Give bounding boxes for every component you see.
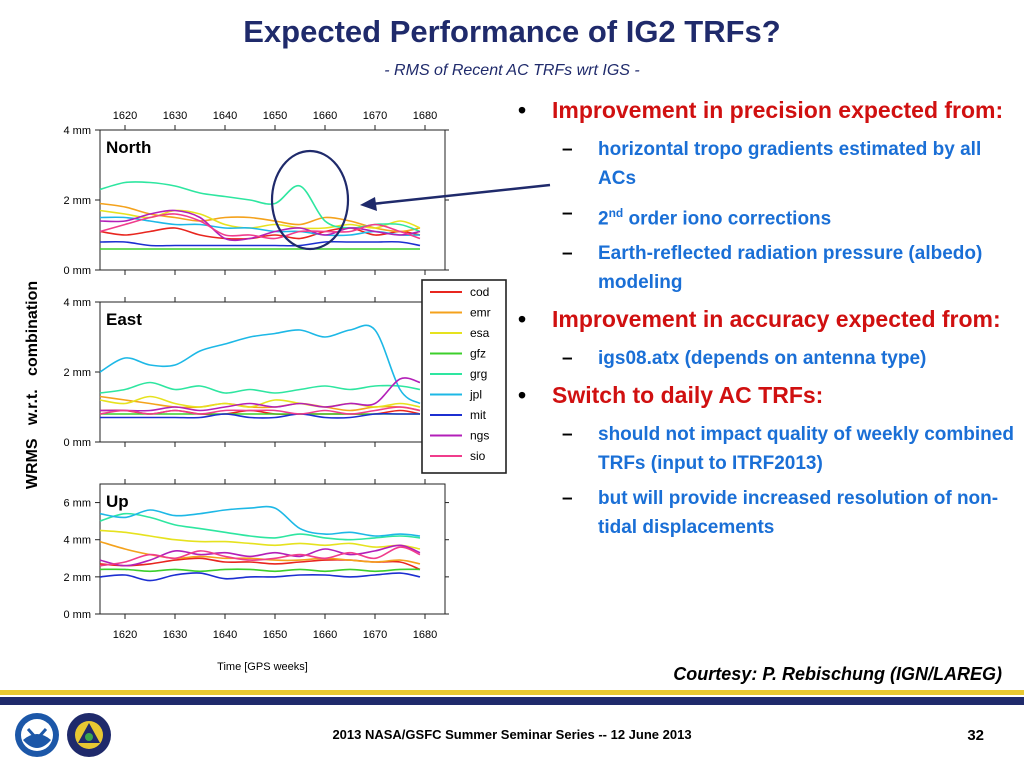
sub-bullet-item: but will provide increased resolution of…	[516, 484, 1016, 542]
panel-label-up: Up	[106, 492, 129, 511]
footer-rule-navy	[0, 697, 1024, 705]
x-tick-label: 1670	[363, 629, 387, 641]
plot-frame-up	[99, 483, 446, 615]
legend-label-sio: sio	[470, 449, 486, 463]
bullet-item: Switch to daily AC TRFs:	[516, 379, 1016, 412]
panel-label-east: East	[106, 310, 142, 329]
bullet-list: Improvement in precision expected from: h…	[516, 94, 1016, 548]
courtesy-note: Courtesy: P. Rebischung (IGN/LAREG)	[673, 664, 1002, 684]
series-line-north-mit	[99, 240, 421, 247]
bullet-text: should not impact quality of weekly comb…	[598, 424, 1014, 475]
y-tick-label: 6 mm	[64, 498, 92, 510]
x-tick-label: 1680	[413, 629, 437, 641]
highlight-ellipse	[270, 149, 350, 251]
series-line-up-ngs	[99, 544, 421, 567]
x-tick-label-top: 1680	[413, 110, 437, 122]
bullet-prefix: 2	[598, 208, 609, 230]
legend-label-gfz: gfz	[470, 347, 486, 361]
bullet-item: Improvement in accuracy expected from:	[516, 303, 1016, 336]
x-tick-label-top: 1630	[163, 110, 187, 122]
bullet-text: horizontal tropo gradients estimated by …	[598, 139, 982, 189]
series-line-up-mit	[99, 572, 421, 582]
footer-rule-gold	[0, 690, 1024, 695]
x-tick-label-top: 1670	[363, 110, 387, 122]
y-tick-label: 4 mm	[64, 297, 92, 309]
series-line-east-grg	[99, 381, 421, 394]
legend-label-cod: cod	[470, 285, 489, 299]
slide-title: Expected Performance of IG2 TRFs?	[243, 14, 781, 49]
noaa-logo-icon	[15, 713, 59, 757]
sub-bullet-item: 2nd order iono corrections	[516, 199, 1016, 233]
panel-label-north: North	[106, 138, 151, 157]
plot-frame-east	[99, 301, 446, 443]
x-tick-label-top: 1640	[213, 110, 237, 122]
x-tick-label: 1640	[213, 629, 237, 641]
legend-label-grg: grg	[470, 367, 487, 381]
x-tick-label-top: 1660	[313, 110, 337, 122]
y-tick-label: 0 mm	[64, 265, 92, 277]
series-line-north-sio	[99, 213, 421, 240]
y-tick-label: 0 mm	[64, 437, 92, 449]
footer-text: 2013 NASA/GSFC Summer Seminar Series -- …	[332, 727, 692, 742]
x-tick-label-top: 1620	[113, 110, 137, 122]
bullet-text: order iono corrections	[628, 208, 832, 230]
series-line-up-esa	[99, 529, 421, 550]
series-line-east-ngs	[100, 377, 421, 412]
bullet-superscript: nd	[608, 206, 624, 220]
y-tick-label: 2 mm	[64, 367, 92, 379]
bullet-text: igs08.atx (depends on antenna type)	[598, 348, 927, 370]
bullet-text: but will provide increased resolution of…	[598, 488, 999, 539]
y-tick-label: 0 mm	[64, 609, 92, 621]
series-line-east-esa	[99, 395, 421, 408]
sub-bullet-item: horizontal tropo gradients estimated by …	[516, 135, 1016, 193]
sub-bullet-item: Earth-reflected radiation pressure (albe…	[516, 239, 1016, 297]
bullet-text: Improvement in precision expected from:	[552, 97, 1004, 123]
y-tick-label: 4 mm	[64, 535, 92, 547]
legend-label-mit: mit	[470, 408, 487, 422]
legend-label-emr: emr	[470, 306, 491, 320]
series-line-north-ngs	[99, 209, 421, 242]
x-tick-label: 1660	[313, 629, 337, 641]
series-line-up-sio	[99, 546, 421, 567]
wrms-chart: 0 mm 2 mm 4 mm North 0 mm 2 mm 4 mm East 0 mm 2 m…	[24, 110, 551, 673]
bullet-text: Earth-reflected radiation pressure (albe…	[598, 243, 983, 294]
series-line-east-jpl	[99, 324, 421, 405]
x-tick-label-top: 1650	[263, 110, 287, 122]
bullet-item: Improvement in precision expected from:	[516, 94, 1016, 127]
series-line-up-jpl	[99, 505, 421, 537]
legend-label-ngs: ngs	[470, 429, 489, 443]
sub-bullet-item: igs08.atx (depends on antenna type)	[516, 344, 1016, 373]
x-axis-label: Time [GPS weeks]	[217, 661, 308, 673]
y-tick-label: 2 mm	[64, 572, 92, 584]
national-geodetic-survey-logo-icon	[67, 713, 111, 757]
x-tick-label: 1630	[163, 629, 187, 641]
x-tick-label: 1650	[263, 629, 287, 641]
legend-label-esa: esa	[470, 326, 490, 340]
legend-label-jpl: jpl	[469, 388, 482, 402]
bullet-text: Improvement in accuracy expected from:	[552, 306, 1001, 333]
series-line-up-grg	[99, 512, 421, 541]
y-axis-label: WRMS w.r.t. combination	[24, 281, 41, 489]
highlight-arrowhead-icon	[360, 197, 377, 211]
series-line-east-mit	[99, 412, 420, 419]
slide-subtitle: - RMS of Recent AC TRFs wrt IGS -	[384, 62, 640, 79]
page-number: 32	[967, 727, 984, 744]
y-tick-label: 2 mm	[64, 195, 92, 207]
x-tick-label: 1620	[113, 629, 137, 641]
series-line-east-sio	[99, 406, 421, 415]
sub-bullet-item: should not impact quality of weekly comb…	[516, 420, 1016, 478]
series-line-up-gfz	[99, 568, 421, 573]
legend-box	[421, 279, 507, 474]
bullet-text: Switch to daily AC TRFs:	[552, 382, 824, 409]
y-tick-label: 4 mm	[64, 125, 92, 137]
